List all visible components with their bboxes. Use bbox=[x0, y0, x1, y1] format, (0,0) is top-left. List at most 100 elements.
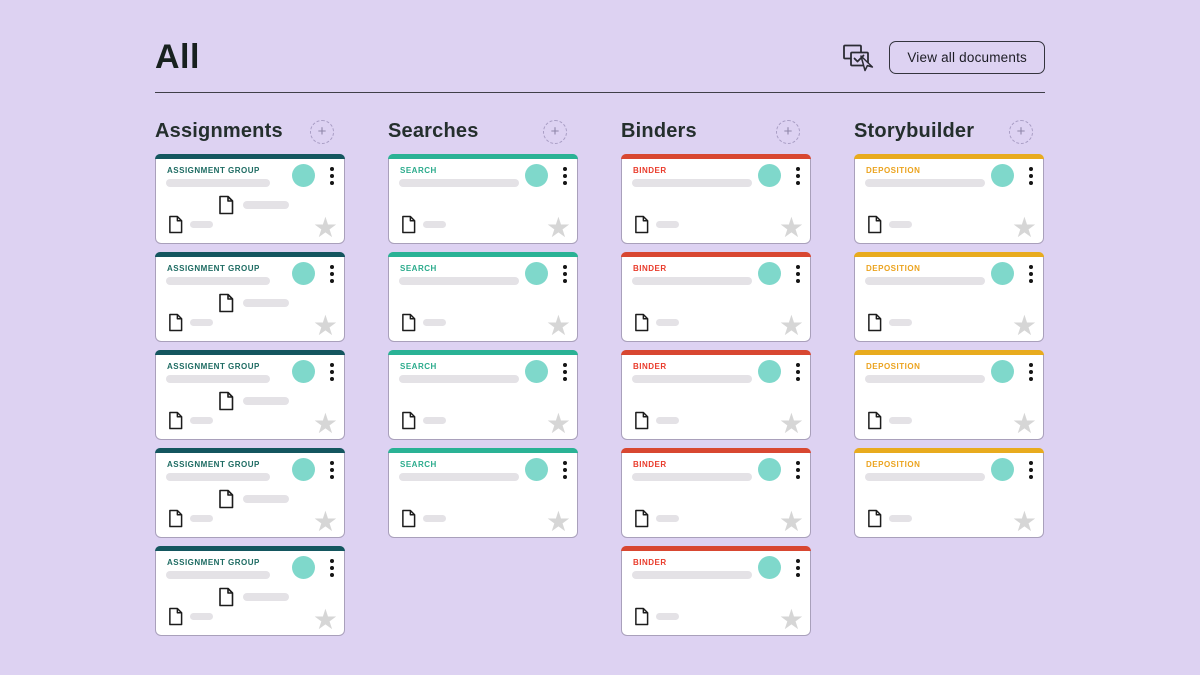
favorite-star-button[interactable]: ★ bbox=[545, 310, 571, 341]
kebab-menu-button[interactable] bbox=[329, 166, 335, 186]
card-accent-bar bbox=[854, 350, 1044, 355]
favorite-star-button[interactable]: ★ bbox=[312, 310, 338, 341]
favorite-star-button[interactable]: ★ bbox=[778, 212, 804, 243]
view-all-documents-button[interactable]: View all documents bbox=[889, 41, 1045, 74]
favorite-star-button[interactable]: ★ bbox=[778, 604, 804, 635]
placeholder-bar bbox=[190, 221, 213, 228]
placeholder-title-bar bbox=[399, 179, 519, 187]
card-accent-bar bbox=[388, 350, 578, 355]
favorite-star-button[interactable]: ★ bbox=[312, 212, 338, 243]
avatar bbox=[758, 262, 781, 285]
storybuilder-card[interactable]: DEPOSITION ★ bbox=[854, 154, 1044, 244]
document-icon bbox=[168, 313, 183, 332]
card-accent-bar bbox=[854, 154, 1044, 159]
storybuilder-card[interactable]: DEPOSITION ★ bbox=[854, 448, 1044, 538]
column-title: Storybuilder bbox=[854, 120, 975, 142]
document-icon bbox=[401, 509, 416, 528]
favorite-star-button[interactable]: ★ bbox=[1011, 212, 1037, 243]
document-icon bbox=[867, 411, 882, 430]
placeholder-bar bbox=[190, 613, 213, 620]
placeholder-title-bar bbox=[166, 375, 270, 383]
document-icon bbox=[634, 313, 649, 332]
kebab-menu-button[interactable] bbox=[1028, 166, 1034, 186]
avatar bbox=[292, 556, 315, 579]
favorite-star-button[interactable]: ★ bbox=[1011, 310, 1037, 341]
add-card-button[interactable]: + bbox=[776, 119, 800, 144]
favorite-star-button[interactable]: ★ bbox=[1011, 408, 1037, 439]
placeholder-title-bar bbox=[865, 277, 985, 285]
kebab-menu-button[interactable] bbox=[562, 264, 568, 284]
document-icon bbox=[168, 607, 183, 626]
favorite-star-button[interactable]: ★ bbox=[778, 310, 804, 341]
binders-card[interactable]: BINDER ★ bbox=[621, 252, 811, 342]
kebab-menu-button[interactable] bbox=[1028, 264, 1034, 284]
add-card-button[interactable]: + bbox=[310, 119, 334, 144]
page-title: All bbox=[155, 38, 200, 76]
avatar bbox=[991, 360, 1014, 383]
kebab-menu-button[interactable] bbox=[329, 264, 335, 284]
favorite-star-button[interactable]: ★ bbox=[545, 408, 571, 439]
placeholder-title-bar bbox=[399, 277, 519, 285]
document-icon bbox=[401, 411, 416, 430]
kebab-menu-button[interactable] bbox=[795, 558, 801, 578]
document-icon bbox=[218, 195, 234, 215]
card-type-label: SEARCH bbox=[400, 362, 437, 371]
card-type-label: SEARCH bbox=[400, 166, 437, 175]
avatar bbox=[991, 458, 1014, 481]
binders-card[interactable]: BINDER ★ bbox=[621, 154, 811, 244]
binders-card[interactable]: BINDER ★ bbox=[621, 448, 811, 538]
card-accent-bar bbox=[621, 154, 811, 159]
assignments-card[interactable]: ASSIGNMENT GROUP ★ bbox=[155, 154, 345, 244]
storybuilder-card[interactable]: DEPOSITION ★ bbox=[854, 350, 1044, 440]
binders-card[interactable]: BINDER ★ bbox=[621, 546, 811, 636]
favorite-star-button[interactable]: ★ bbox=[545, 212, 571, 243]
binders-card[interactable]: BINDER ★ bbox=[621, 350, 811, 440]
kebab-menu-button[interactable] bbox=[562, 362, 568, 382]
kebab-menu-button[interactable] bbox=[329, 460, 335, 480]
add-card-button[interactable]: + bbox=[1009, 119, 1033, 144]
card-type-label: BINDER bbox=[633, 166, 667, 175]
placeholder-bar bbox=[423, 417, 446, 424]
header-divider bbox=[155, 92, 1045, 93]
card-stack: BINDER ★ BINDER bbox=[621, 154, 811, 636]
linked-document-row bbox=[218, 391, 289, 411]
add-card-button[interactable]: + bbox=[543, 119, 567, 144]
kebab-menu-button[interactable] bbox=[795, 362, 801, 382]
card-accent-bar bbox=[155, 154, 345, 159]
card-accent-bar bbox=[155, 546, 345, 551]
assignments-card[interactable]: ASSIGNMENT GROUP ★ bbox=[155, 350, 345, 440]
column-title: Binders bbox=[621, 120, 697, 142]
kebab-menu-button[interactable] bbox=[795, 166, 801, 186]
kebab-menu-button[interactable] bbox=[795, 460, 801, 480]
kebab-menu-button[interactable] bbox=[1028, 362, 1034, 382]
favorite-star-button[interactable]: ★ bbox=[778, 506, 804, 537]
avatar bbox=[525, 360, 548, 383]
placeholder-title-bar bbox=[865, 375, 985, 383]
kebab-menu-button[interactable] bbox=[562, 460, 568, 480]
assignments-card[interactable]: ASSIGNMENT GROUP ★ bbox=[155, 546, 345, 636]
favorite-star-button[interactable]: ★ bbox=[778, 408, 804, 439]
favorite-star-button[interactable]: ★ bbox=[312, 604, 338, 635]
document-icon bbox=[867, 509, 882, 528]
kebab-menu-button[interactable] bbox=[329, 362, 335, 382]
searches-card[interactable]: SEARCH ★ bbox=[388, 350, 578, 440]
kebab-menu-button[interactable] bbox=[562, 166, 568, 186]
assignments-card[interactable]: ASSIGNMENT GROUP ★ bbox=[155, 448, 345, 538]
assignments-card[interactable]: ASSIGNMENT GROUP ★ bbox=[155, 252, 345, 342]
searches-card[interactable]: SEARCH ★ bbox=[388, 154, 578, 244]
kebab-menu-button[interactable] bbox=[329, 558, 335, 578]
favorite-star-button[interactable]: ★ bbox=[545, 506, 571, 537]
favorite-star-button[interactable]: ★ bbox=[1011, 506, 1037, 537]
favorite-star-button[interactable]: ★ bbox=[312, 506, 338, 537]
storybuilder-card[interactable]: DEPOSITION ★ bbox=[854, 252, 1044, 342]
content-area: All View all documents Assignments bbox=[155, 38, 1045, 636]
searches-card[interactable]: SEARCH ★ bbox=[388, 252, 578, 342]
searches-card[interactable]: SEARCH ★ bbox=[388, 448, 578, 538]
favorite-star-button[interactable]: ★ bbox=[312, 408, 338, 439]
placeholder-bar bbox=[423, 221, 446, 228]
linked-document-row bbox=[218, 293, 289, 313]
select-documents-icon[interactable] bbox=[841, 41, 875, 75]
kebab-menu-button[interactable] bbox=[1028, 460, 1034, 480]
kebab-menu-button[interactable] bbox=[795, 264, 801, 284]
placeholder-bar bbox=[243, 593, 289, 601]
